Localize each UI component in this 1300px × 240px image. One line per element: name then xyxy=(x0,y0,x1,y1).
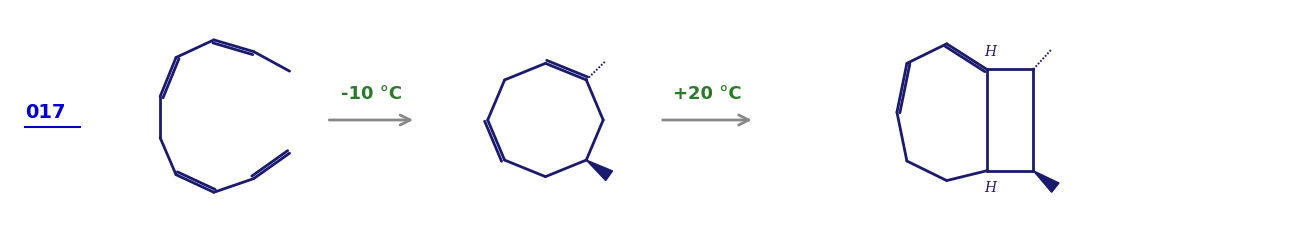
Text: -10 °C: -10 °C xyxy=(341,85,402,103)
Polygon shape xyxy=(1034,171,1059,192)
Text: 017: 017 xyxy=(25,103,65,122)
Text: H: H xyxy=(984,181,997,195)
Polygon shape xyxy=(586,160,612,180)
Text: H: H xyxy=(984,45,997,59)
Text: +20 °C: +20 °C xyxy=(673,85,741,103)
